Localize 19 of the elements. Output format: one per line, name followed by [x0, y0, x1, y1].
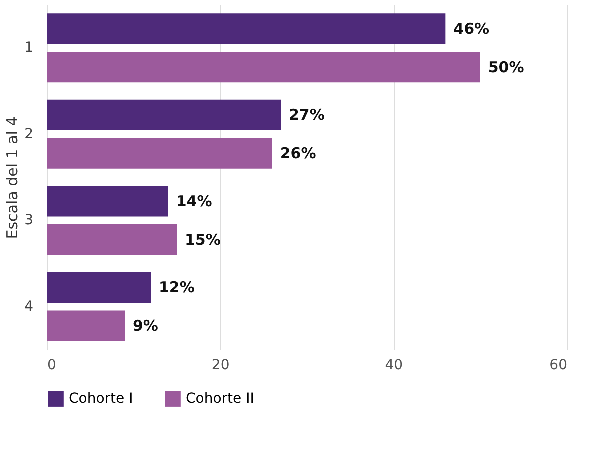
x-tick-label: 40	[385, 358, 404, 374]
legend-label: Cohorte II	[186, 391, 254, 408]
data-label: 46%	[454, 20, 490, 38]
y-tick-label: 3	[24, 212, 34, 229]
x-tick-label: 60	[550, 358, 568, 374]
data-label: 15%	[185, 230, 221, 249]
data-label: 26%	[280, 144, 316, 163]
y-tick-label: 1	[24, 40, 34, 56]
data-label: 12%	[159, 278, 195, 297]
y-axis-title: Escala del 1 al 4	[4, 116, 22, 240]
data-label: 14%	[176, 192, 212, 210]
data-label: 27%	[289, 106, 325, 124]
y-tick-label: 4	[24, 298, 34, 315]
data-label: 50%	[488, 58, 524, 76]
x-tick-label: 0	[48, 358, 56, 374]
legend-label: Cohorte I	[69, 391, 134, 408]
x-tick-label: 20	[212, 358, 230, 374]
data-label: 9%	[133, 317, 158, 336]
y-tick-label: 2	[24, 126, 34, 142]
